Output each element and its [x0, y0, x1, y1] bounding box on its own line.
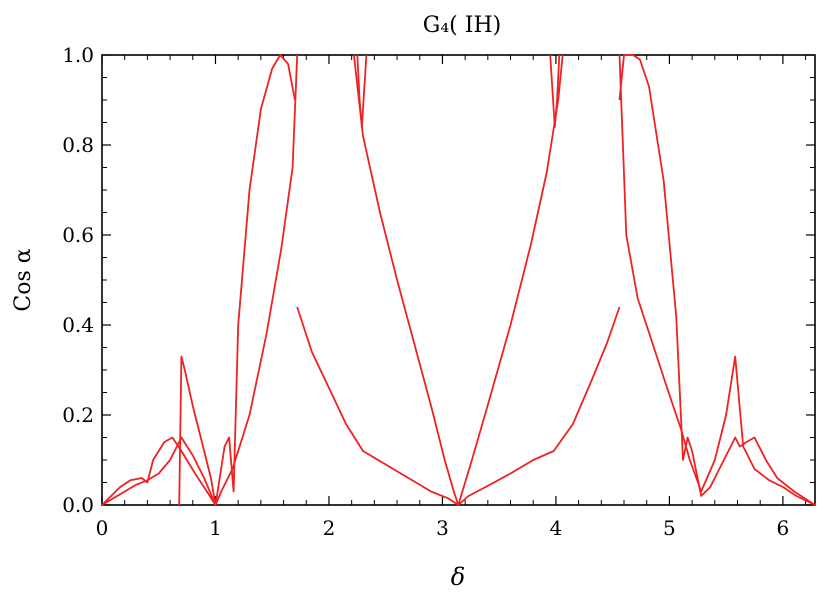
series-line-8 [549, 54, 561, 128]
series-line-3 [296, 306, 459, 506]
x-tick-label: 5 [663, 516, 676, 540]
series-line-7 [457, 54, 564, 506]
chart-title: G₄( IH) [423, 13, 501, 38]
series-line-1 [101, 54, 299, 506]
y-tick-label: 0.8 [62, 133, 94, 157]
x-axis-title: δ [451, 563, 465, 591]
x-tick-label: 2 [323, 516, 336, 540]
x-tick-label: 4 [550, 516, 563, 540]
y-tick-label: 0.4 [62, 313, 94, 337]
y-tick-label: 0.0 [62, 493, 94, 517]
x-tick-label: 3 [436, 516, 449, 540]
x-tick-label: 1 [209, 516, 222, 540]
series-line-5 [356, 54, 368, 128]
series-line-10 [618, 54, 816, 506]
series-line-2 [178, 355, 217, 506]
y-tick-label: 0.6 [62, 223, 94, 247]
plot-lines [101, 54, 816, 506]
series-line-6 [457, 306, 621, 506]
x-tick-label: 0 [96, 516, 109, 540]
plot-frame [101, 54, 816, 506]
x-tick-label: 6 [777, 516, 790, 540]
series-line-4 [353, 54, 460, 506]
axis-ticks: 0 1 2 3 4 5 6 0.0 0.2 0.4 0.6 0.8 1.0 [62, 43, 815, 540]
y-axis-title: Cos α [11, 248, 36, 311]
y-tick-label: 0.2 [62, 403, 94, 427]
series-line-9 [618, 54, 816, 506]
series-line-0 [101, 54, 296, 506]
y-tick-label: 1.0 [62, 43, 94, 67]
